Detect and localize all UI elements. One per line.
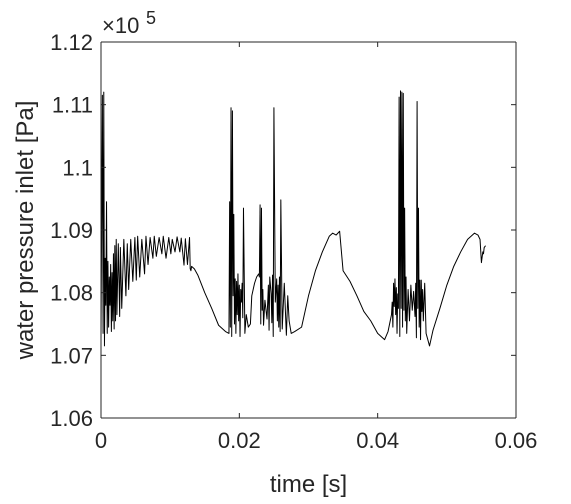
y-multiplier-label: ×10 [102,13,139,38]
x-axis-label: time [s] [270,471,347,498]
x-tick-label: 0 [95,428,107,453]
y-tick-label: 1.08 [50,281,93,306]
x-tick-label: 0.02 [218,428,261,453]
y-tick-label: 1.06 [50,406,93,431]
y-tick-label: 1.09 [50,218,93,243]
y-multiplier-exponent: 5 [146,8,156,28]
data-layer [100,90,486,347]
y-tick-label: 1.12 [50,30,93,55]
x-tick-label: 0.04 [356,428,399,453]
plot-area [101,42,516,418]
y-tick-label: 1.11 [52,93,93,118]
y-axis-label: water pressure inlet [Pa] [12,101,39,361]
y-tick-label: 1.07 [50,343,93,368]
axes-layer: 0 0.02 0.04 0.06 1.06 1.07 1.08 1.09 1.1 1.11 1.12 [50,30,537,453]
series-line-0 [100,90,486,347]
y-tick-label: 1.1 [62,155,93,180]
x-tick-label: 0.06 [495,428,538,453]
